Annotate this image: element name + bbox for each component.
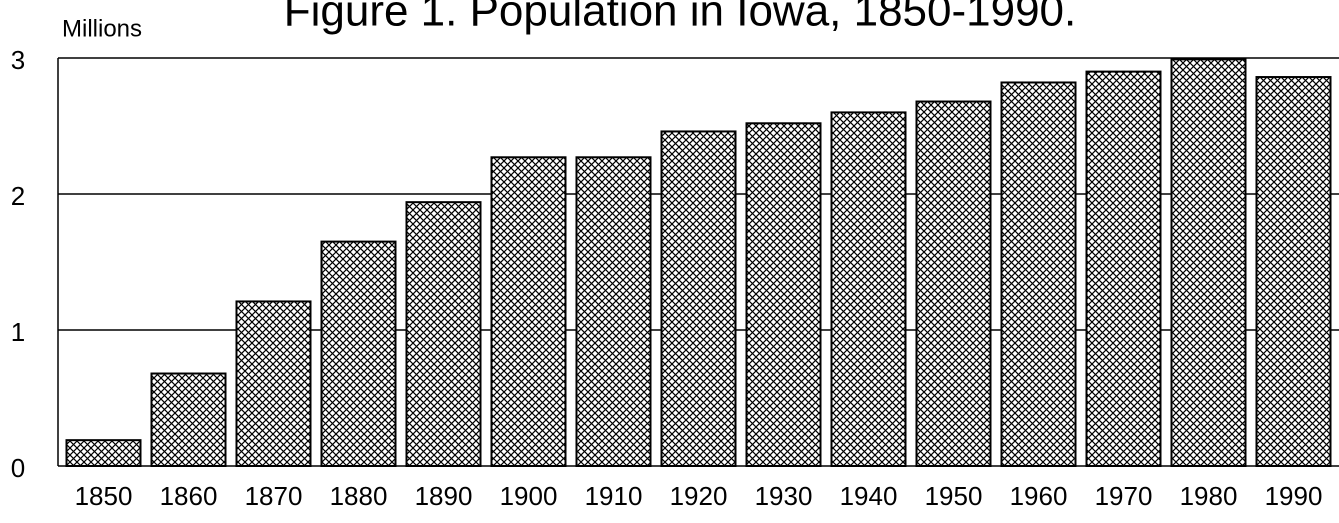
x-tick-label: 1870 [245, 481, 303, 511]
bar [320, 240, 397, 467]
bar [1000, 81, 1077, 467]
bar [1255, 76, 1332, 467]
bar [405, 201, 482, 467]
x-tick-label: 1900 [500, 481, 558, 511]
x-tick-label: 1970 [1095, 481, 1153, 511]
x-tick-label: 1990 [1265, 481, 1323, 511]
x-tick-label: 1880 [330, 481, 388, 511]
x-tick-label: 1860 [160, 481, 218, 511]
bar [915, 100, 992, 468]
x-tick-label: 1930 [755, 481, 813, 511]
bar [65, 439, 142, 468]
x-tick-label: 1890 [415, 481, 473, 511]
bar [660, 130, 737, 467]
chart-title: Figure 1. Population in Iowa, 1850-1990. [284, 0, 1077, 36]
x-tick-label: 1940 [840, 481, 898, 511]
bar [1170, 58, 1247, 468]
x-tick-label: 1980 [1180, 481, 1238, 511]
x-tick-label: 1850 [75, 481, 133, 511]
y-axis-label: Millions [62, 15, 142, 42]
bar [490, 156, 567, 467]
bar [235, 300, 312, 467]
y-tick-label: 0 [11, 453, 25, 483]
x-tick-label: 1920 [670, 481, 728, 511]
bar [830, 111, 907, 468]
bar [150, 372, 227, 467]
bar [745, 122, 822, 467]
x-tick-label: 1910 [585, 481, 643, 511]
bar [1085, 70, 1162, 467]
x-tick-label: 1960 [1010, 481, 1068, 511]
x-tick-label: 1950 [925, 481, 983, 511]
y-tick-label: 2 [11, 181, 25, 211]
y-tick-label: 3 [11, 45, 25, 75]
y-tick-label: 1 [11, 317, 25, 347]
bar [575, 156, 652, 467]
